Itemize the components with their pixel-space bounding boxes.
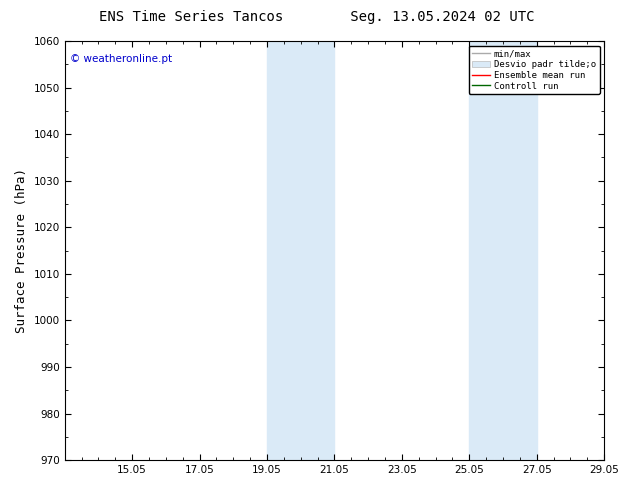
Y-axis label: Surface Pressure (hPa): Surface Pressure (hPa) [15,168,28,333]
Bar [469,41,503,460]
Text: © weatheronline.pt: © weatheronline.pt [70,53,172,64]
Text: ENS Time Series Tancos        Seg. 13.05.2024 02 UTC: ENS Time Series Tancos Seg. 13.05.2024 0… [100,10,534,24]
Legend: min/max, Desvio padr tilde;o, Ensemble mean run, Controll run: min/max, Desvio padr tilde;o, Ensemble m… [469,46,600,94]
Bar [503,41,537,460]
Bar [267,41,301,460]
Bar [301,41,334,460]
